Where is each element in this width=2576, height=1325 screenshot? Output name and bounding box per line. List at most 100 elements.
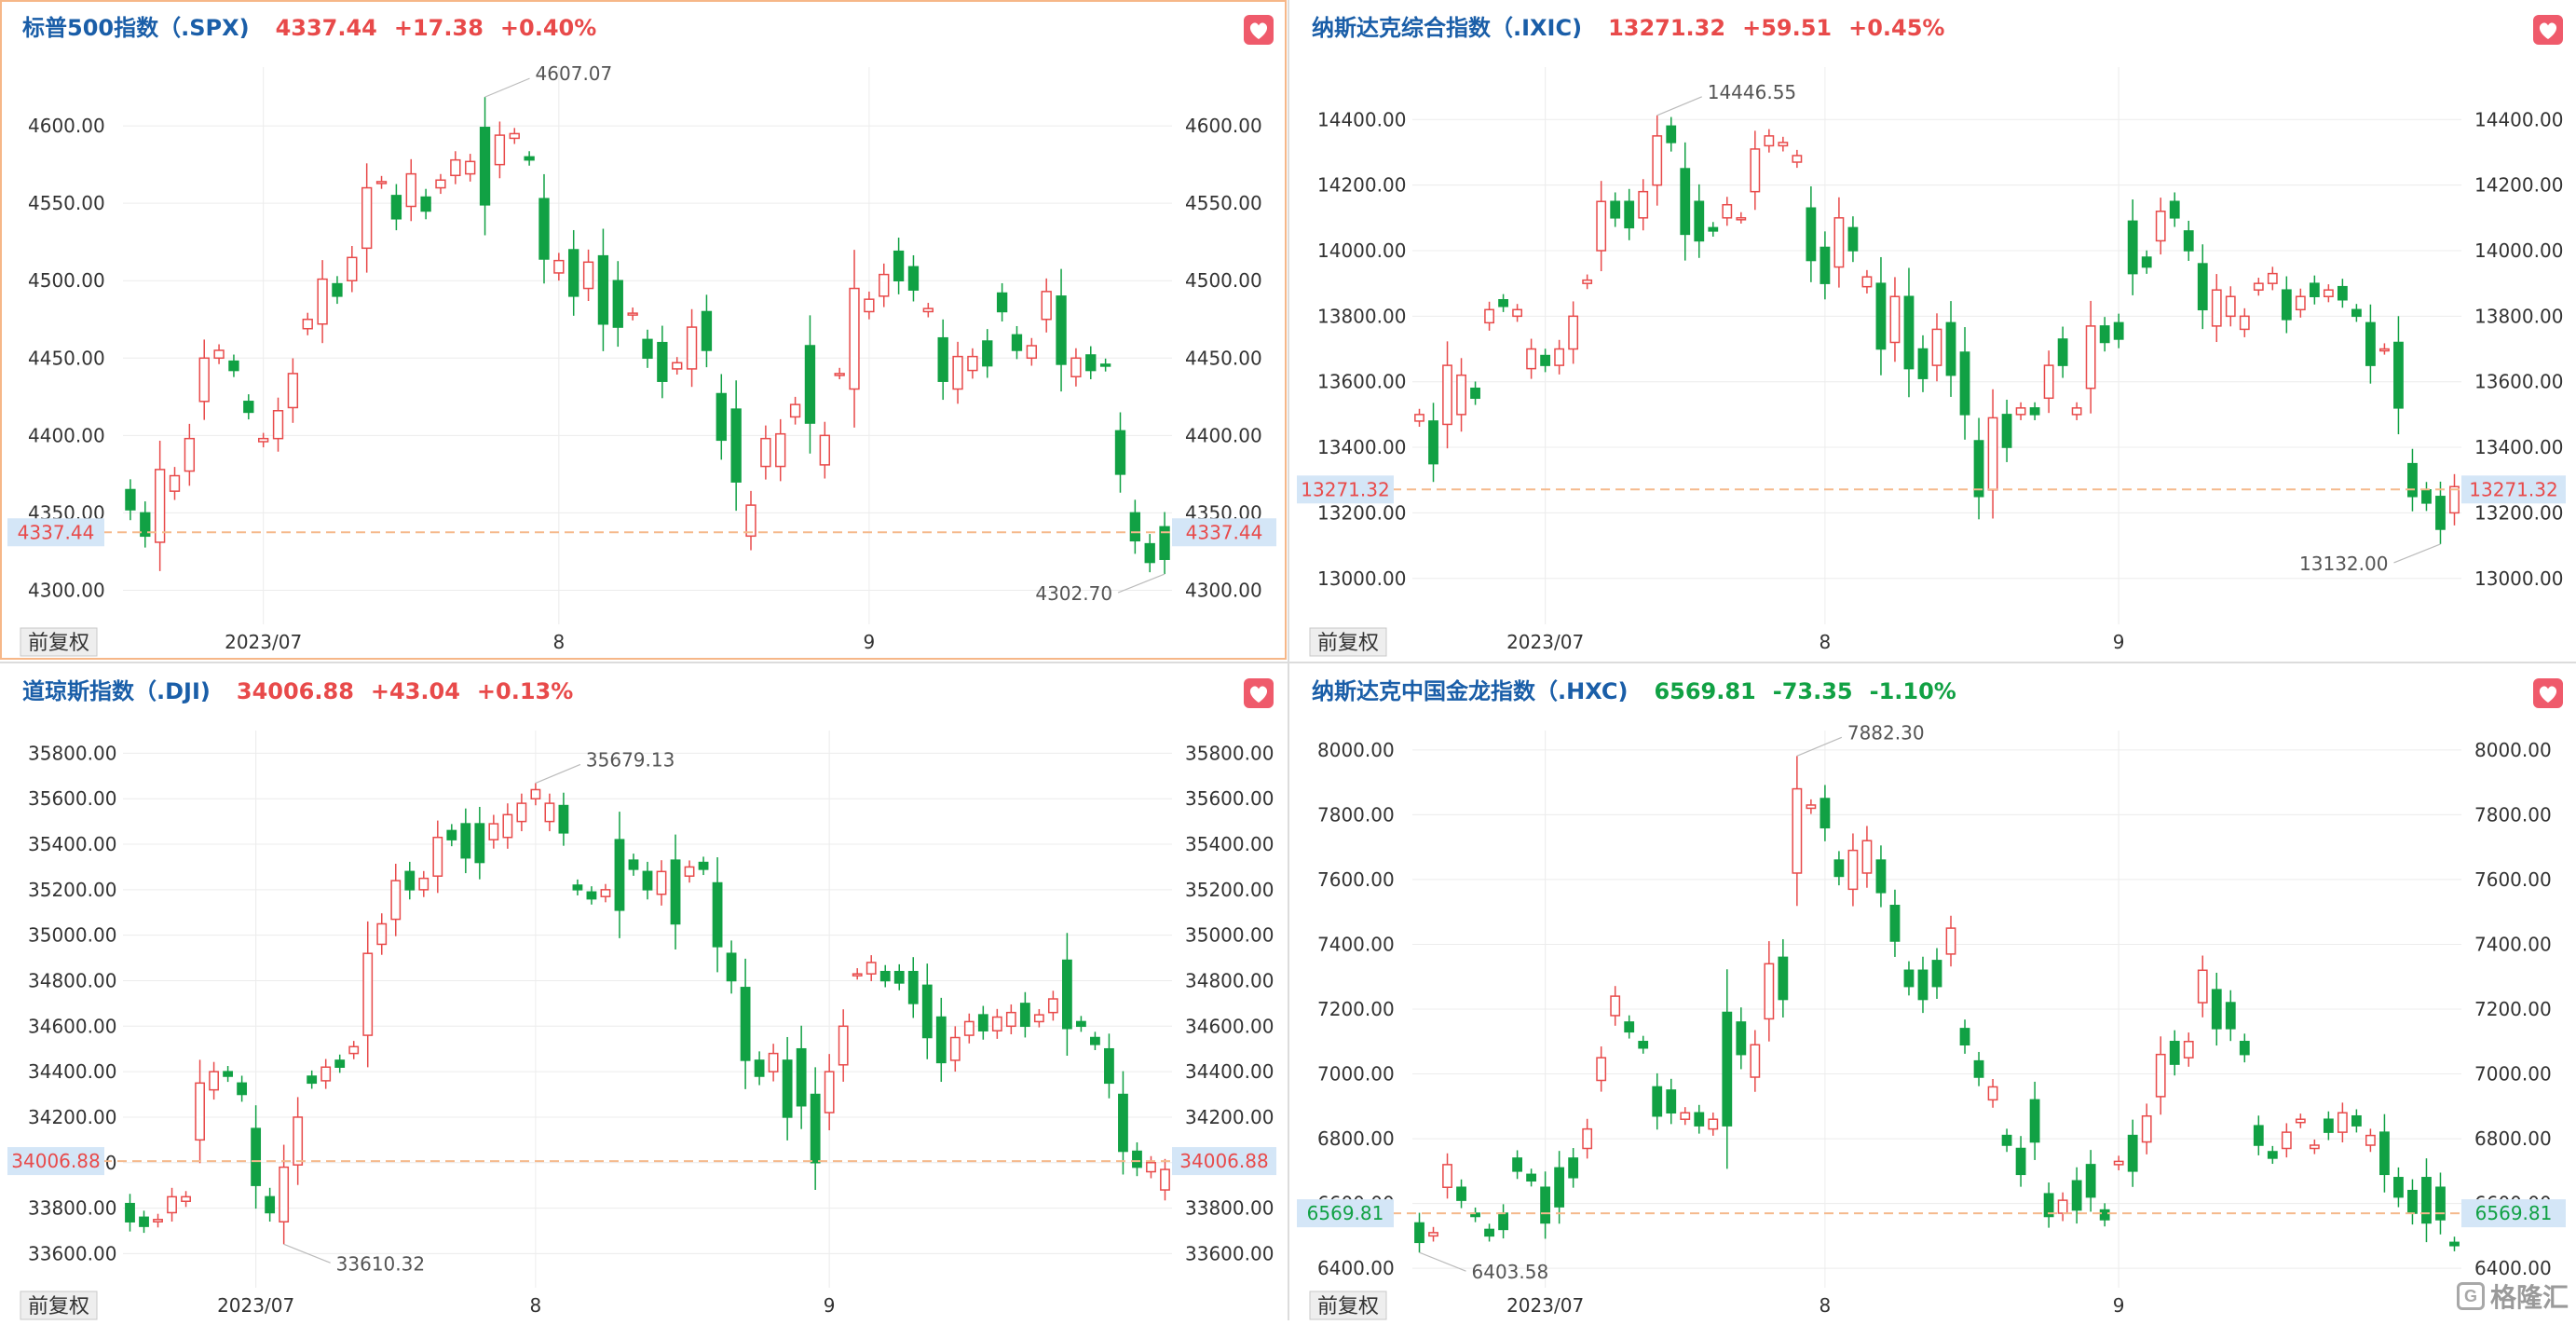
- candle-body: [2393, 1177, 2404, 1198]
- candle-body: [782, 1059, 793, 1118]
- y-tick-label-right: 4450.00: [1185, 347, 1262, 369]
- index-change: -73.35: [1773, 678, 1853, 704]
- candle-body: [1540, 1186, 1551, 1224]
- candle-body: [1033, 1014, 1044, 1023]
- adjust-mode-button[interactable]: 前复权: [20, 627, 98, 657]
- candle: [1624, 1015, 1635, 1039]
- candle-body: [450, 158, 461, 177]
- candle: [754, 1051, 765, 1086]
- panel-hxc: 纳斯达克中国金龙指数（.HXC) 6569.81 -73.35 -1.10% 6400.…: [1297, 678, 2566, 1320]
- x-tick-label: 9: [864, 631, 876, 653]
- candle: [921, 963, 933, 1059]
- candle: [2127, 199, 2138, 295]
- y-tick-label-left: 35800.00: [28, 742, 116, 764]
- low-value-label: 4302.70: [1035, 582, 1112, 605]
- candle-body: [2309, 282, 2320, 297]
- y-tick-label-left: 6800.00: [1317, 1127, 1395, 1150]
- candle: [1610, 986, 1621, 1026]
- current-price-label-right: 6569.81: [2475, 1202, 2553, 1224]
- high-value-label: 35679.13: [586, 748, 675, 771]
- candle-body: [390, 880, 402, 921]
- candle: [1428, 403, 1438, 483]
- adjust-mode-button-bg[interactable]: [1309, 1291, 1387, 1320]
- candle-body: [642, 870, 653, 891]
- adjust-mode-button-bg[interactable]: [20, 627, 98, 657]
- candle-body: [1011, 334, 1023, 351]
- candle: [1512, 304, 1523, 322]
- adjust-mode-button[interactable]: 前复权: [20, 1291, 98, 1320]
- watermark-text: 格隆汇: [2489, 1283, 2569, 1312]
- candle-body: [834, 373, 845, 376]
- candle: [390, 184, 402, 231]
- candle-body: [2099, 325, 2110, 344]
- adjust-mode-button-bg[interactable]: [20, 1291, 98, 1320]
- candle: [1931, 948, 1942, 999]
- candle-body: [1652, 135, 1663, 186]
- y-tick-label-left: 35000.00: [28, 924, 116, 947]
- candle-body: [435, 179, 446, 189]
- candle: [2365, 1128, 2376, 1153]
- favorite-button[interactable]: [2533, 15, 2563, 45]
- candle-body: [1118, 1093, 1128, 1153]
- candle-body: [1414, 414, 1424, 422]
- y-tick-label-left: 7400.00: [1317, 933, 1395, 955]
- index-price: 13271.32: [1608, 15, 1725, 41]
- candle: [1554, 1151, 1565, 1224]
- candle: [287, 358, 299, 423]
- adjust-mode-label: 前复权: [1317, 632, 1379, 655]
- candle: [1160, 1158, 1170, 1201]
- candle-body: [243, 401, 254, 414]
- candle-body: [516, 802, 527, 823]
- candle: [558, 792, 569, 846]
- candle: [1764, 129, 1775, 153]
- candle: [420, 188, 431, 220]
- candle: [2197, 244, 2208, 330]
- candle: [1442, 1153, 1452, 1199]
- candle-body: [1610, 200, 1621, 219]
- candle: [1722, 969, 1733, 1169]
- adjust-mode-button-bg[interactable]: [1309, 627, 1387, 657]
- y-tick-label-right: 35000.00: [1185, 924, 1274, 947]
- candle-body: [1708, 1118, 1719, 1130]
- candle-body: [1959, 1028, 1970, 1045]
- candle-body: [967, 355, 978, 372]
- candle-body: [1847, 226, 1859, 252]
- candle: [907, 957, 919, 1018]
- candle-body: [1568, 315, 1579, 350]
- candle: [949, 1026, 961, 1072]
- y-tick-label-right: 35200.00: [1185, 879, 1274, 901]
- candle-body: [1047, 998, 1058, 1014]
- candle-body: [460, 823, 471, 859]
- current-price-label-right: 4337.44: [1186, 521, 1263, 543]
- candle: [1806, 185, 1817, 282]
- watermark: G 格隆汇: [2456, 1277, 2569, 1315]
- candle: [1680, 142, 1691, 261]
- y-tick-label-left: 34800.00: [28, 969, 116, 991]
- candle: [1596, 1046, 1607, 1092]
- adjust-mode-button[interactable]: 前复权: [1309, 1291, 1387, 1320]
- candle: [479, 97, 491, 236]
- current-price-label-left: 34006.88: [11, 1150, 100, 1172]
- adjust-mode-button[interactable]: 前复权: [1309, 627, 1387, 657]
- candle-body: [1722, 203, 1733, 219]
- candle-body: [2015, 1147, 2026, 1176]
- candle-body: [745, 504, 756, 538]
- x-tick-label: 8: [552, 631, 565, 653]
- panel-title-line: 纳斯达克综合指数（.IXIC) 13271.32 +59.51 +0.45%: [1312, 15, 1944, 41]
- candle: [572, 879, 583, 895]
- favorite-button[interactable]: [1244, 678, 1274, 708]
- candle-body: [922, 307, 934, 313]
- candle: [2449, 1236, 2460, 1251]
- candle: [2127, 1119, 2138, 1187]
- candle-body: [251, 1127, 262, 1186]
- candle-body: [907, 266, 920, 291]
- favorite-button[interactable]: [1244, 15, 1274, 45]
- candle-body: [819, 434, 830, 466]
- favorite-button[interactable]: [2533, 678, 2563, 708]
- candle: [1470, 1207, 1480, 1223]
- candle-body: [952, 355, 963, 390]
- candle: [963, 1013, 975, 1044]
- candle-body: [1114, 430, 1126, 475]
- candle: [740, 958, 751, 1089]
- candle-body: [864, 298, 875, 313]
